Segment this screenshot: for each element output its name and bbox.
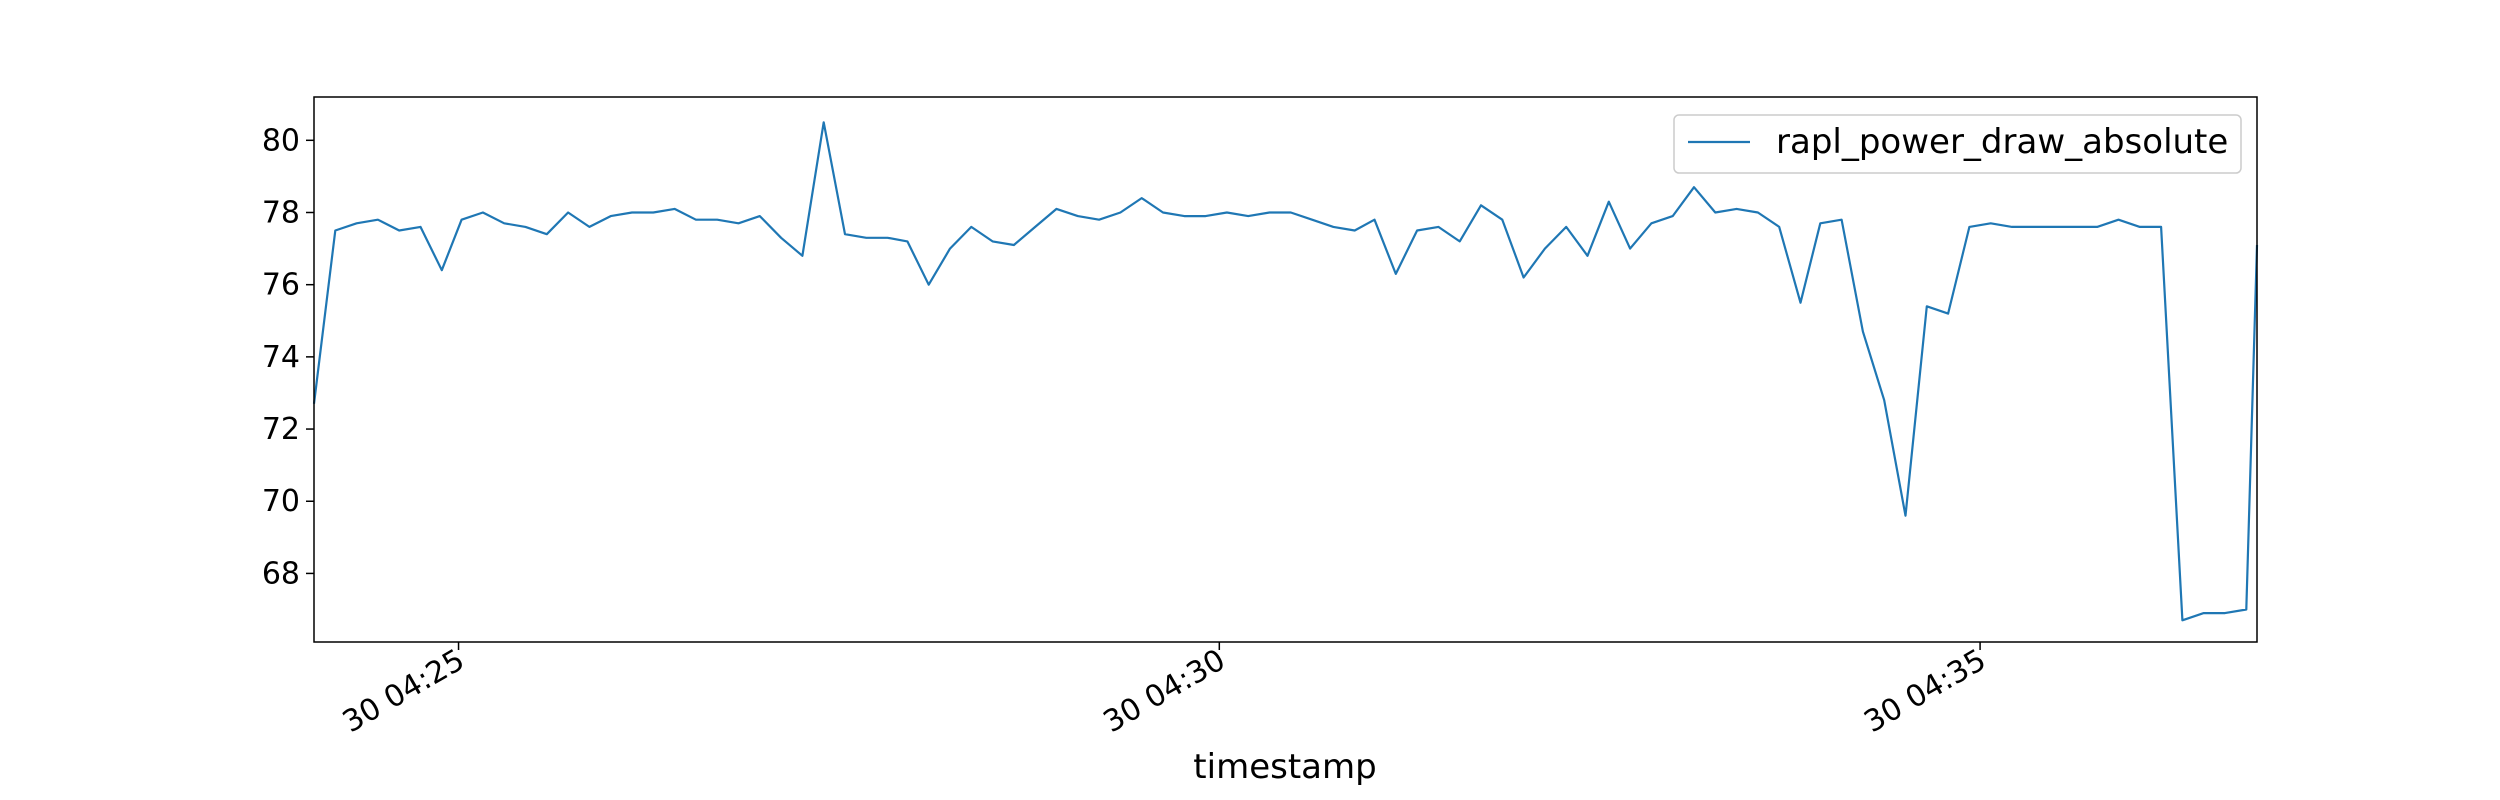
y-tick-label: 78 [262, 195, 300, 230]
x-axis-label: timestamp [1193, 747, 1376, 787]
y-axis-ticks: 68 70 72 74 76 78 80 [262, 123, 314, 591]
y-tick-label: 68 [262, 556, 300, 591]
y-tick-label: 76 [262, 268, 300, 303]
y-tick-label: 74 [262, 340, 300, 375]
plot-area-frame [313, 96, 2258, 643]
y-tick-label: 70 [262, 484, 300, 519]
y-tick-label: 80 [262, 123, 300, 158]
legend-label-rapl-power-draw-absolute: rapl_power_draw_absolute [1776, 122, 2228, 162]
series-line-rapl-power-draw-absolute [312, 121, 2259, 622]
legend-box [1673, 114, 2242, 174]
legend: rapl_power_draw_absolute [1673, 114, 2242, 174]
y-tick-label: 72 [262, 412, 300, 447]
